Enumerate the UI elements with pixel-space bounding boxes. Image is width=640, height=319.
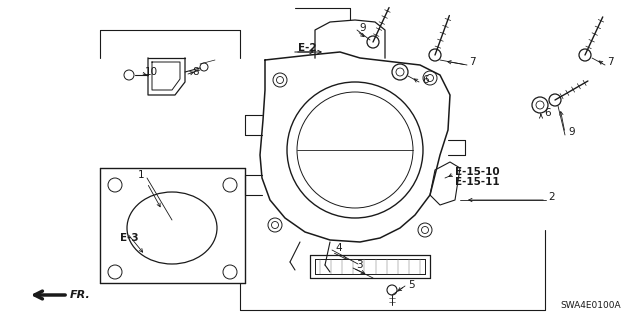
Circle shape xyxy=(108,265,122,279)
Text: E-2: E-2 xyxy=(298,43,317,53)
Text: E-15-10: E-15-10 xyxy=(455,167,500,177)
Circle shape xyxy=(579,49,591,61)
Circle shape xyxy=(273,73,287,87)
Text: 1: 1 xyxy=(138,170,145,180)
Circle shape xyxy=(423,71,437,85)
Text: 6: 6 xyxy=(544,108,550,118)
Circle shape xyxy=(392,64,408,80)
Circle shape xyxy=(429,49,441,61)
Text: 7: 7 xyxy=(607,57,614,67)
Text: 10: 10 xyxy=(145,67,158,77)
Circle shape xyxy=(297,92,413,208)
Ellipse shape xyxy=(127,192,217,264)
Circle shape xyxy=(124,70,134,80)
Circle shape xyxy=(200,63,208,71)
Text: 7: 7 xyxy=(469,57,476,67)
Circle shape xyxy=(223,178,237,192)
Circle shape xyxy=(367,36,379,48)
Text: FR.: FR. xyxy=(70,290,91,300)
Circle shape xyxy=(422,226,429,234)
Circle shape xyxy=(108,178,122,192)
Text: 3: 3 xyxy=(356,260,363,270)
Text: 5: 5 xyxy=(408,280,415,290)
Circle shape xyxy=(426,75,433,81)
Circle shape xyxy=(396,68,404,76)
Circle shape xyxy=(287,82,423,218)
Circle shape xyxy=(532,97,548,113)
Circle shape xyxy=(223,265,237,279)
Circle shape xyxy=(536,101,544,109)
Text: 9: 9 xyxy=(359,23,365,33)
Circle shape xyxy=(387,285,397,295)
Text: 6: 6 xyxy=(422,75,429,85)
Text: 4: 4 xyxy=(335,243,342,253)
Circle shape xyxy=(418,223,432,237)
Circle shape xyxy=(271,221,278,228)
Text: SWA4E0100A: SWA4E0100A xyxy=(560,300,621,309)
Circle shape xyxy=(268,218,282,232)
Text: 8: 8 xyxy=(192,67,198,77)
Text: 9: 9 xyxy=(568,127,575,137)
Text: E-3: E-3 xyxy=(120,233,139,243)
Circle shape xyxy=(549,94,561,106)
Circle shape xyxy=(276,77,284,84)
Text: E-15-11: E-15-11 xyxy=(455,177,500,187)
Polygon shape xyxy=(430,162,460,205)
Text: 2: 2 xyxy=(548,192,555,202)
